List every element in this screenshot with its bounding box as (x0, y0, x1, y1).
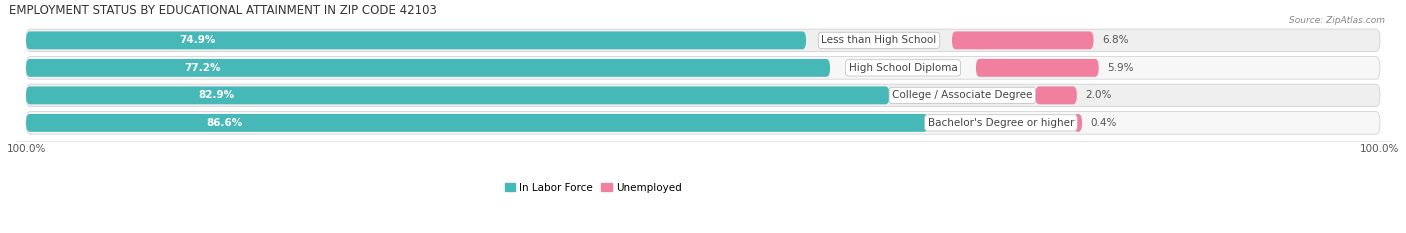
Text: 74.9%: 74.9% (180, 35, 217, 45)
FancyBboxPatch shape (27, 57, 1379, 79)
Text: College / Associate Degree: College / Associate Degree (893, 90, 1032, 100)
FancyBboxPatch shape (27, 59, 830, 77)
Text: 0.4%: 0.4% (1091, 118, 1116, 128)
FancyBboxPatch shape (27, 31, 806, 49)
Legend: In Labor Force, Unemployed: In Labor Force, Unemployed (501, 179, 686, 197)
FancyBboxPatch shape (27, 114, 928, 132)
Text: 82.9%: 82.9% (198, 90, 233, 100)
FancyBboxPatch shape (27, 112, 1379, 134)
FancyBboxPatch shape (952, 31, 1094, 49)
Text: 86.6%: 86.6% (207, 118, 243, 128)
FancyBboxPatch shape (1035, 86, 1077, 104)
FancyBboxPatch shape (27, 86, 890, 104)
FancyBboxPatch shape (27, 84, 1379, 107)
FancyBboxPatch shape (1074, 114, 1083, 132)
Text: Less than High School: Less than High School (821, 35, 936, 45)
Text: 6.8%: 6.8% (1102, 35, 1129, 45)
Text: EMPLOYMENT STATUS BY EDUCATIONAL ATTAINMENT IN ZIP CODE 42103: EMPLOYMENT STATUS BY EDUCATIONAL ATTAINM… (8, 4, 437, 17)
Text: High School Diploma: High School Diploma (849, 63, 957, 73)
Text: 5.9%: 5.9% (1107, 63, 1133, 73)
FancyBboxPatch shape (976, 59, 1098, 77)
Text: 77.2%: 77.2% (184, 63, 221, 73)
FancyBboxPatch shape (27, 29, 1379, 52)
Text: 2.0%: 2.0% (1085, 90, 1112, 100)
Text: Source: ZipAtlas.com: Source: ZipAtlas.com (1289, 16, 1385, 25)
Text: Bachelor's Degree or higher: Bachelor's Degree or higher (928, 118, 1074, 128)
